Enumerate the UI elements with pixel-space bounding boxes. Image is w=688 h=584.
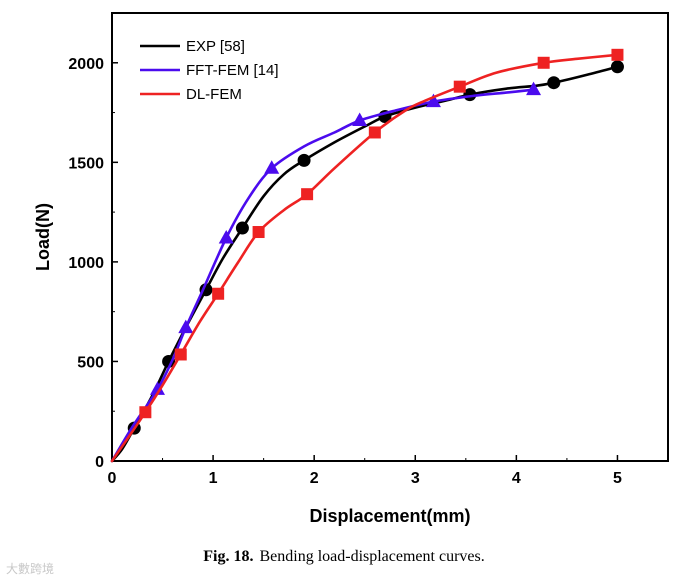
data-point-circle [297,153,311,167]
x-tick-label: 4 [512,470,521,487]
data-point-circle [610,60,624,74]
legend-label: FFT-FEM [14] [186,62,279,79]
y-tick-label: 500 [77,354,104,371]
data-point-square [301,188,314,201]
data-point-square [252,226,265,239]
x-tick-label: 2 [310,470,319,487]
x-tick-label: 1 [209,470,218,487]
x-tick-label: 0 [108,470,117,487]
x-tick-label: 5 [613,470,622,487]
legend-label: DL-FEM [186,86,242,103]
data-point-triangle [264,160,280,174]
load-displacement-chart: 0 1 2 3 4 5 0 500 1000 1500 2000 EXP [58] FFT-FEM [… [33,12,669,526]
series-layer [110,48,624,463]
series-fft-fem-14 [110,81,542,463]
y-tick-label: 1500 [68,155,104,172]
data-point-square [212,287,225,300]
data-point-circle [547,76,561,90]
legend-label: EXP [58] [186,38,245,55]
series-exp-58 [110,60,624,463]
data-point-square [139,406,152,419]
data-point-square [611,48,624,61]
data-point-circle [162,354,176,368]
y-tick-label: 2000 [68,56,104,73]
data-point-triangle [178,319,194,334]
watermark-logo: 大數跨境 [6,562,55,576]
series-dl-fem [110,48,624,463]
y-tick-label: 0 [95,454,104,471]
x-axis-title: Displacement(mm) [309,506,470,526]
plot-frame [111,12,669,462]
legend: EXP [58] FFT-FEM [14] DL-FEM [140,38,279,103]
caption-text: Bending load-displacement curves. [259,548,485,565]
data-point-triangle [526,81,542,96]
y-tick-label: 1000 [68,255,104,272]
y-axis-title: Load(N) [33,203,53,271]
x-tick-label: 3 [411,470,420,487]
data-point-square [368,126,381,139]
data-point-triangle [149,381,165,395]
data-point-triangle [218,229,234,244]
axis-ticks: 0 1 2 3 4 5 0 500 1000 1500 2000 [68,56,622,487]
series-line [110,53,619,463]
caption-label: Fig. 18. [203,548,254,565]
series-line [110,88,535,463]
data-point-circle [235,221,249,235]
data-point-square [174,348,187,361]
data-point-square [453,80,466,93]
figure-caption: Fig. 18. Bending load-displacement curves… [0,548,688,566]
data-point-triangle [352,112,368,127]
data-point-triangle [425,93,441,108]
data-point-square [537,56,550,69]
